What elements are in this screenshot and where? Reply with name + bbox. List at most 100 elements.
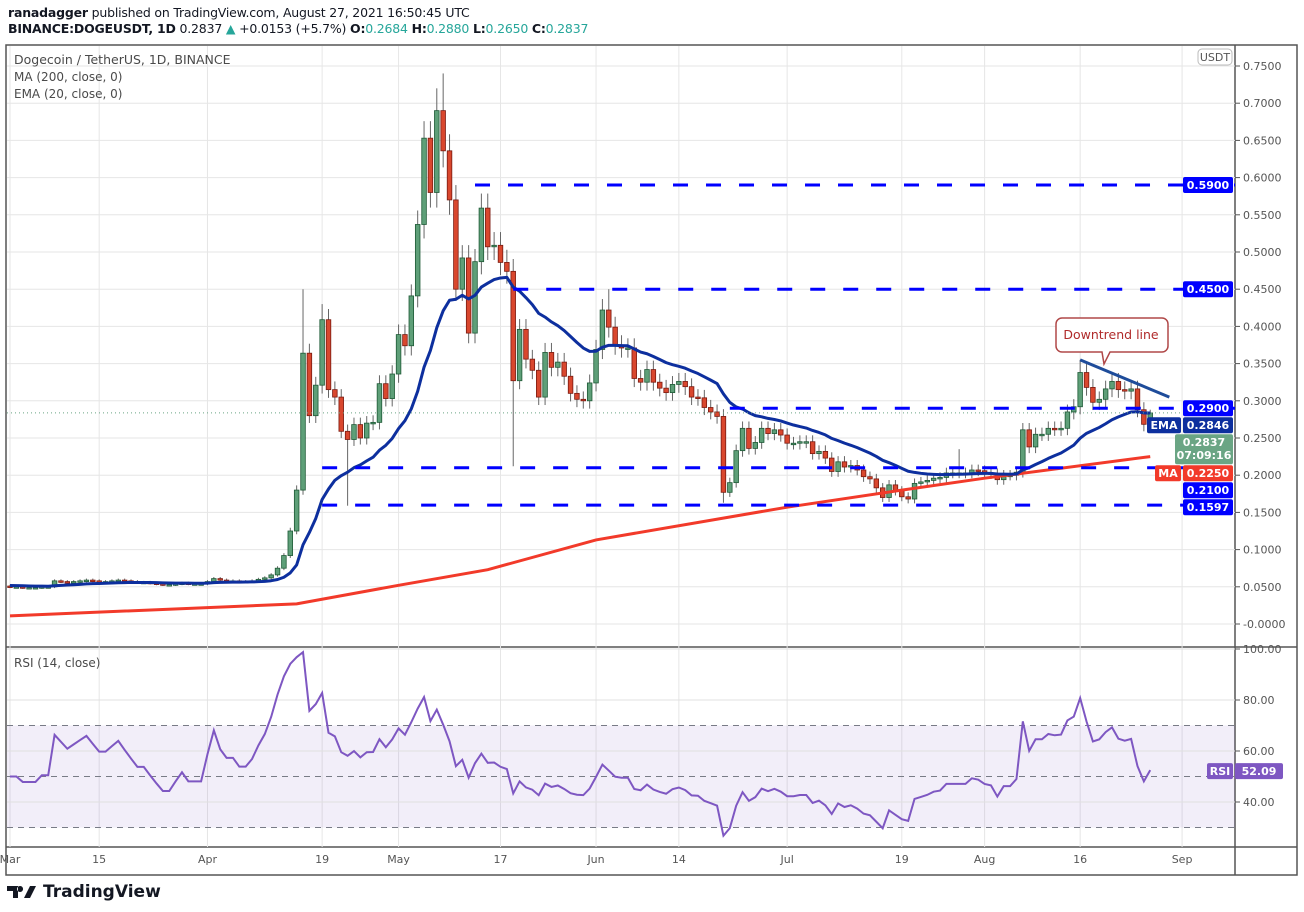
time-tick-label: May	[387, 853, 410, 866]
time-tick-label: Jul	[779, 853, 793, 866]
candle-body-up	[599, 309, 606, 350]
rsi-value-tag-bg	[1235, 763, 1283, 780]
candle	[695, 389, 701, 406]
candle	[663, 379, 669, 401]
candle	[580, 391, 586, 409]
candle	[567, 367, 574, 402]
candle-body-down	[682, 381, 688, 388]
candle	[599, 299, 606, 360]
candle-body-up	[351, 424, 357, 440]
level-price-tag-text: 0.2100	[1187, 484, 1230, 497]
candle-body-down	[663, 387, 669, 394]
candle-body-up	[459, 257, 465, 290]
candle	[332, 381, 338, 406]
candle	[1058, 421, 1064, 436]
candle	[555, 352, 561, 377]
candle	[523, 319, 529, 369]
candle-body-up	[1039, 433, 1045, 437]
candle-body-down	[1090, 387, 1096, 403]
ema20-line	[9, 275, 1151, 588]
candle-body-up	[593, 349, 599, 384]
candle	[829, 452, 835, 477]
ma-legend[interactable]: MA (200, close, 0)	[14, 70, 123, 84]
candle-body-down	[765, 427, 771, 434]
rsi-label-tag-text: RSI	[1210, 765, 1231, 778]
time-tick-label: Apr	[198, 853, 218, 866]
candle-body-up	[930, 477, 937, 481]
candle-body-down	[561, 361, 567, 377]
candle-body-down	[975, 469, 981, 472]
candle-body-down	[746, 427, 752, 449]
candle-body-up	[669, 384, 676, 394]
callout-box	[1055, 317, 1169, 367]
candle-body-up	[797, 441, 803, 444]
candle	[835, 456, 841, 477]
candle	[414, 210, 421, 308]
candle	[293, 485, 300, 535]
level-price-tag: 0.1597	[1183, 499, 1233, 516]
close-label: C:	[531, 21, 546, 36]
candle	[892, 480, 899, 496]
candle	[1045, 421, 1052, 441]
up-triangle-icon: ▲	[225, 21, 236, 36]
candle	[268, 573, 274, 580]
candle-body-down	[860, 469, 867, 478]
candle	[344, 424, 351, 506]
candle-body-down	[905, 496, 911, 500]
candle-body-down	[64, 581, 71, 584]
candle-body-up	[274, 567, 281, 576]
ema-legend[interactable]: EMA (20, close, 0)	[14, 87, 123, 101]
price-tick-label: 0.1000	[1243, 544, 1282, 557]
ema-label-tag: EMA	[1147, 417, 1181, 434]
ma200-line	[9, 455, 1151, 618]
candle-body-down	[427, 137, 434, 193]
candle-body-up	[83, 579, 90, 583]
downtrend-line	[1079, 358, 1170, 399]
candle-body-up	[1109, 381, 1115, 390]
candle-body-up	[1032, 433, 1039, 448]
candle-body-up	[319, 319, 325, 386]
candle-body-up	[586, 382, 593, 402]
candle	[465, 245, 472, 344]
price-tick-label: 0.0500	[1243, 581, 1282, 594]
candle-body-down	[497, 244, 504, 263]
candle-body-up	[1064, 411, 1071, 429]
price-tick-label: 0.4000	[1243, 320, 1282, 333]
author-name[interactable]: ranadagger	[8, 5, 88, 20]
candle-body-down	[612, 326, 618, 346]
candle-body-up	[1128, 388, 1134, 392]
chart-legend-title: Dogecoin / TetherUS, 1D, BINANCE	[14, 52, 231, 67]
price-tick-label: 0.6500	[1243, 134, 1282, 147]
candle-body-down	[383, 383, 389, 399]
candle	[873, 473, 880, 493]
level-price-tag: 0.4500	[1183, 281, 1233, 298]
ma-price-tag-bg	[1183, 465, 1233, 482]
candle	[389, 365, 395, 407]
candle-body-up	[293, 489, 300, 532]
candle-body-up	[758, 427, 765, 443]
time-tick-label: 16	[1073, 853, 1087, 866]
price-tick-label: 0.6000	[1243, 172, 1282, 185]
candle-body-down	[536, 369, 542, 398]
candle	[1083, 363, 1090, 396]
rsi-legend[interactable]: RSI (14, close)	[14, 656, 101, 670]
candle	[797, 435, 803, 450]
candle	[593, 339, 599, 392]
currency-unit-text: USDT	[1200, 51, 1231, 64]
candle-body-down	[402, 334, 408, 347]
candle	[676, 372, 682, 393]
candle-body-down	[778, 429, 784, 436]
candle-body-up	[1020, 429, 1026, 473]
price-tick-label: 0.5500	[1243, 209, 1282, 222]
time-tick-label: 19	[315, 853, 329, 866]
price-tick-label: -0.0000	[1243, 618, 1285, 631]
price-tick-label: 0.2500	[1243, 432, 1282, 445]
candle	[478, 193, 485, 275]
time-tick-label: 17	[493, 853, 507, 866]
candle	[1122, 381, 1128, 400]
candle	[383, 375, 389, 407]
candle-body-down	[822, 450, 829, 459]
candle-body-up	[408, 295, 415, 347]
